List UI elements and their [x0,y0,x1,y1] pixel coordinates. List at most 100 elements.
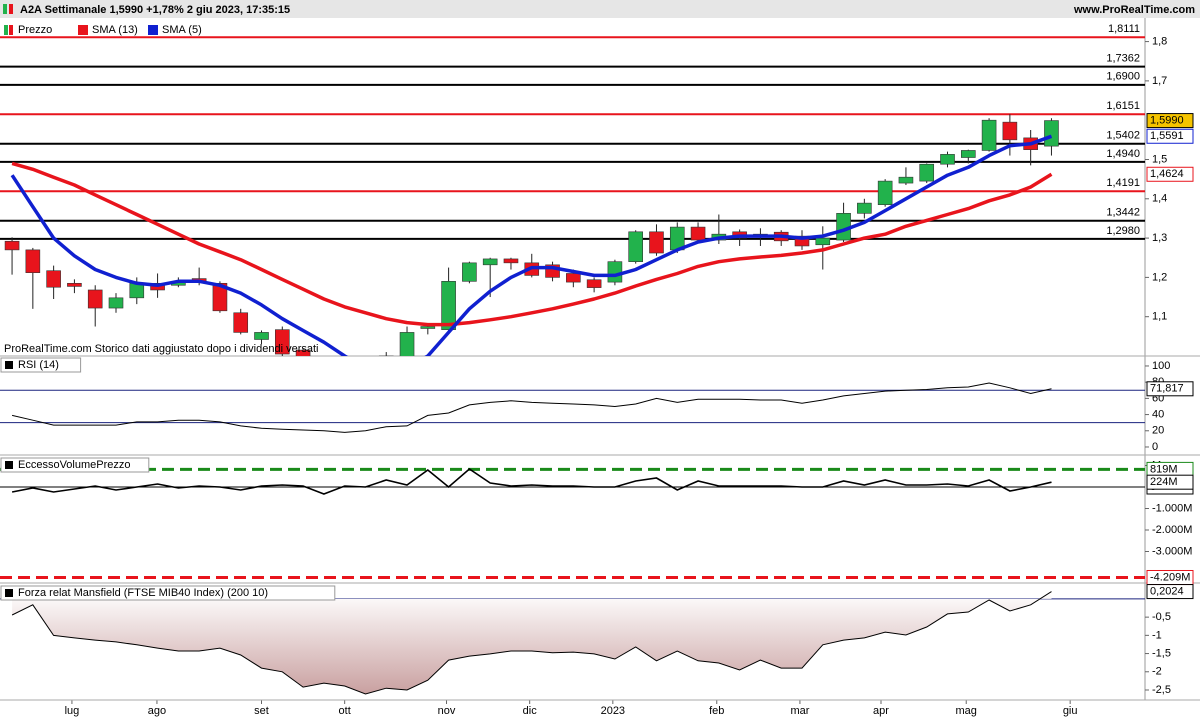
x-tick-label: mag [956,705,977,717]
sma-line [10,134,1053,356]
axis-value-label: 1,4624 [1146,166,1194,182]
legend-icon [4,25,8,35]
candle-body [877,180,893,205]
watermark: ProRealTime.com Storico dati aggiustato … [4,343,318,355]
label-box [1146,584,1194,600]
x-tick-label: ott [339,705,351,717]
panel-title-text: RSI (14) [18,359,59,371]
panel-title-box [0,585,336,601]
y-tick-label: -1,5 [1152,647,1171,659]
axis-value-text: 71,817 [1150,383,1184,395]
indicator-line [11,382,1052,433]
axis-value-text: 819M [1150,463,1178,475]
candle-body [108,297,124,309]
axis-value-label: 1,5990 [1146,113,1194,129]
x-tick-label: ago [148,705,166,717]
panel-title-box [0,457,150,473]
y-tick-label: 1,1 [1152,311,1167,323]
y-tick-label: -1 [1152,629,1162,641]
panel-icon [5,361,13,369]
level-label: 1,4940 [1106,148,1140,160]
legend-label: Prezzo [18,24,52,36]
axis-value-text: 0,2024 [1150,585,1184,597]
label-box [1146,381,1194,397]
candle-body [338,372,352,376]
level-label: 1,7362 [1106,53,1140,65]
candle-body [378,355,394,356]
y-tick-label: 40 [1152,408,1164,420]
y-tick-label: -1.000M [1152,502,1192,514]
x-tick-label: dic [523,705,538,717]
panel-title: EccessoVolumePrezzo [0,457,150,473]
candle-body [212,282,228,312]
candle-body [317,360,331,372]
panel-icon [5,461,13,469]
candle-body [503,258,519,264]
candle-body [649,231,664,254]
candle-body [1044,120,1059,147]
axis-value-label: 819M [1146,461,1194,477]
candle-body [794,235,810,247]
x-tick-label: set [254,705,269,717]
candle-body [46,270,61,288]
candle-body [295,349,311,356]
y-tick-label: -0,5 [1152,611,1171,623]
axis-value-text: 224M [1150,476,1178,488]
x-tick-label: feb [709,705,724,717]
axis-value-label: 1,5591 [1146,128,1194,144]
candle-body [441,281,456,330]
header-site: www.ProRealTime.com [1073,4,1195,16]
candle-body [87,289,103,309]
candle-body [566,273,581,283]
candle-body [815,237,831,246]
axis-value-text: 1,5990 [1150,114,1184,126]
panel-title: Forza relat Mansfield (FTSE MIB40 Index)… [0,585,336,601]
candle-body [358,368,372,376]
candle-body [420,326,436,329]
candle-body [628,231,643,262]
label-box [1146,474,1194,490]
level-label: 1,3442 [1106,207,1140,219]
candle-body [1002,121,1018,141]
y-tick-label: -2 [1152,666,1162,678]
candle-body [275,329,290,355]
panel [0,382,1145,433]
candle-body [254,332,269,340]
y-tick-label: 1,2 [1152,271,1167,283]
level-label: 1,4191 [1106,177,1140,189]
x-tick-label: lug [65,705,80,717]
candle-body [25,249,41,273]
panel [0,467,1145,579]
y-tick-label: 1,3 [1152,232,1167,244]
legend-icon [9,25,13,35]
candle-body [462,262,477,282]
level-label: 1,5402 [1106,130,1140,142]
sma-line [11,161,1053,327]
candle-body [67,282,82,287]
header-title: A2A Settimanale 1,5990 +1,78% 2 giu 2023… [20,4,290,16]
y-tick-label: 0 [1152,441,1158,453]
label-box [1146,166,1194,182]
level-label: 1,6151 [1106,100,1140,112]
y-tick-label: 1,7 [1152,75,1167,87]
candle-body [981,119,997,151]
panel [0,591,1145,695]
legend-label: SMA (13) [92,24,138,36]
axis-value-text: -4.209M [1150,571,1190,583]
y-tick-label: 20 [1152,425,1164,437]
axis-value-label: 71,817 [1146,381,1194,397]
legend-label: SMA (5) [162,24,202,36]
area-fill [12,591,1052,694]
y-tick-label: -2,5 [1152,684,1171,696]
level-label: 1,8111 [1108,23,1140,35]
candle-body [399,332,415,356]
x-tick-label: giu [1063,705,1078,717]
level-label: 1,2980 [1106,225,1140,237]
axis-value-label: -4.209M [1146,569,1194,585]
indicator-line [11,591,1052,695]
candle-body [482,258,498,266]
candle-body [233,312,249,333]
panel-title-text: EccessoVolumePrezzo [18,459,131,471]
